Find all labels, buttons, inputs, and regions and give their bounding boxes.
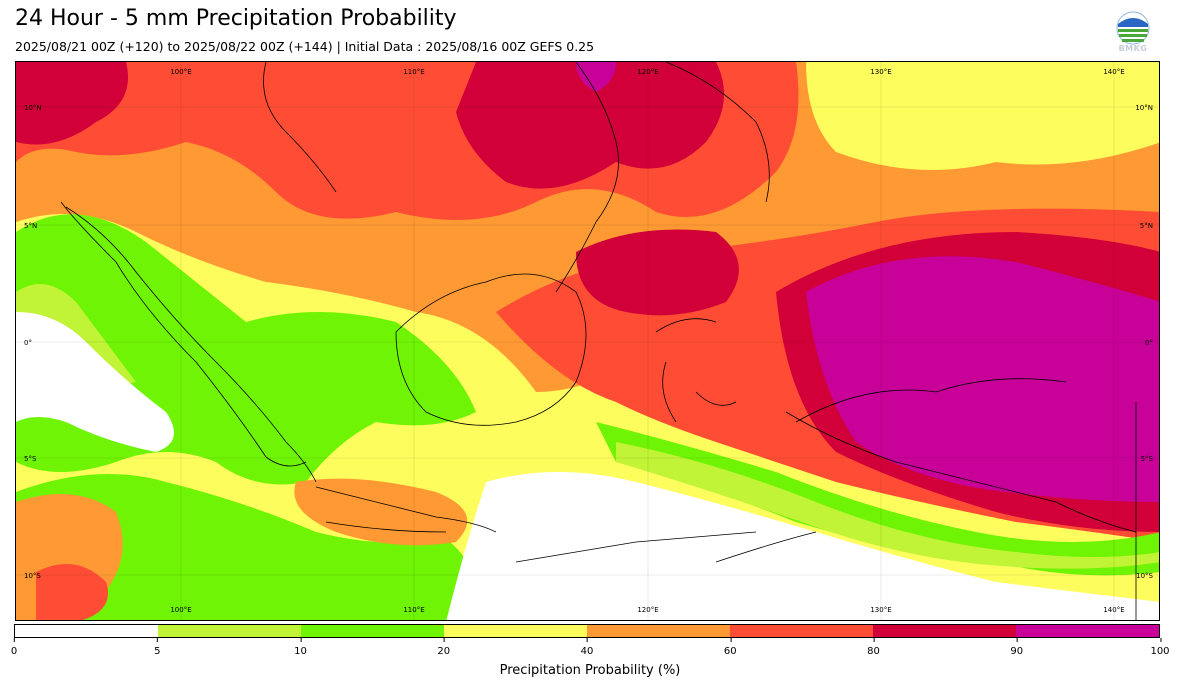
colorbar-tick-label: 5	[154, 638, 160, 657]
colorbar-segment	[444, 625, 587, 637]
colorbar-segment	[1016, 625, 1159, 637]
lat-label: 10°N	[1135, 104, 1153, 112]
field-green-sw	[16, 474, 478, 620]
colorbar-tick-label: 90	[1010, 638, 1023, 657]
lon-label: 110°E	[403, 606, 424, 614]
field-magenta-east	[806, 256, 1159, 502]
lat-label: 10°S	[1136, 572, 1153, 580]
field-crimson-north	[456, 62, 724, 189]
field-crimson-central	[576, 229, 739, 316]
lon-label: 120°E	[637, 606, 658, 614]
colorbar-tick-label: 60	[724, 638, 737, 657]
lat-label: 10°N	[24, 104, 42, 112]
lon-label: 100°E	[170, 68, 191, 76]
lon-label: 140°E	[1103, 68, 1124, 76]
lat-label: 5°N	[24, 222, 37, 230]
colorbar-tick-label: 40	[581, 638, 593, 657]
field-magenta-small	[576, 62, 616, 92]
field-yellow-ne	[806, 62, 1159, 170]
lon-labels-bottom: 100°E 110°E 120°E 130°E 140°E	[170, 606, 1124, 614]
lat-label: 10°S	[24, 572, 41, 580]
lat-labels-left: 10°N 5°N 0° 5°S 10°S	[24, 104, 42, 580]
coastlines	[60, 62, 1137, 620]
colorbar-label: Precipitation Probability (%)	[499, 663, 681, 678]
lat-label: 0°	[24, 339, 32, 347]
lon-label: 130°E	[870, 606, 891, 614]
lat-label: 5°S	[24, 455, 37, 463]
colorbar-segment	[301, 625, 444, 637]
colorbar-tick-label: 20	[437, 638, 450, 657]
lat-label: 5°S	[1141, 455, 1154, 463]
lat-label: 5°N	[1140, 222, 1153, 230]
lat-label: 0°	[1145, 339, 1153, 347]
colorbar-segment	[15, 625, 158, 637]
colorbar-tick-label: 80	[867, 638, 880, 657]
chart-subtitle: 2025/08/21 00Z (+120) to 2025/08/22 00Z …	[15, 39, 595, 54]
map-canvas: 100°E 110°E 120°E 130°E 140°E 100°E 110°…	[16, 62, 1159, 620]
colorbar-ticks: 0 5 10 20 40 60 80 90 100	[11, 638, 1170, 658]
field-white-south	[446, 472, 1159, 620]
field-white-west	[16, 312, 174, 452]
lon-label: 110°E	[403, 68, 424, 76]
logo-text: BMKG	[1118, 44, 1148, 53]
field-red-sw	[36, 564, 108, 620]
colorbar-segment	[873, 625, 1016, 637]
lon-label: 120°E	[637, 68, 658, 76]
field-lime-south	[616, 442, 1159, 569]
colorbar	[14, 624, 1160, 638]
field-orange-java	[294, 478, 468, 546]
graticule	[16, 62, 1159, 620]
field-crimson-nw	[16, 62, 128, 145]
colorbar-segment	[587, 625, 730, 637]
colorbar-tick-label: 100	[1150, 638, 1170, 657]
colorbar-tick-label: 10	[294, 638, 307, 657]
lat-labels-right: 10°N 5°N 0° 5°S 10°S	[1135, 104, 1153, 580]
chart-title: 24 Hour - 5 mm Precipitation Probability	[15, 6, 457, 31]
bmkg-logo-icon	[1116, 11, 1150, 45]
lon-label: 130°E	[870, 68, 891, 76]
colorbar-segment	[730, 625, 873, 637]
lon-label: 140°E	[1103, 606, 1124, 614]
precipitation-map: 100°E 110°E 120°E 130°E 140°E 100°E 110°…	[15, 61, 1160, 621]
lon-labels-top: 100°E 110°E 120°E 130°E 140°E	[170, 68, 1124, 76]
colorbar-tick-label: 0	[11, 638, 17, 657]
lon-label: 100°E	[170, 606, 191, 614]
colorbar-segment	[158, 625, 301, 637]
